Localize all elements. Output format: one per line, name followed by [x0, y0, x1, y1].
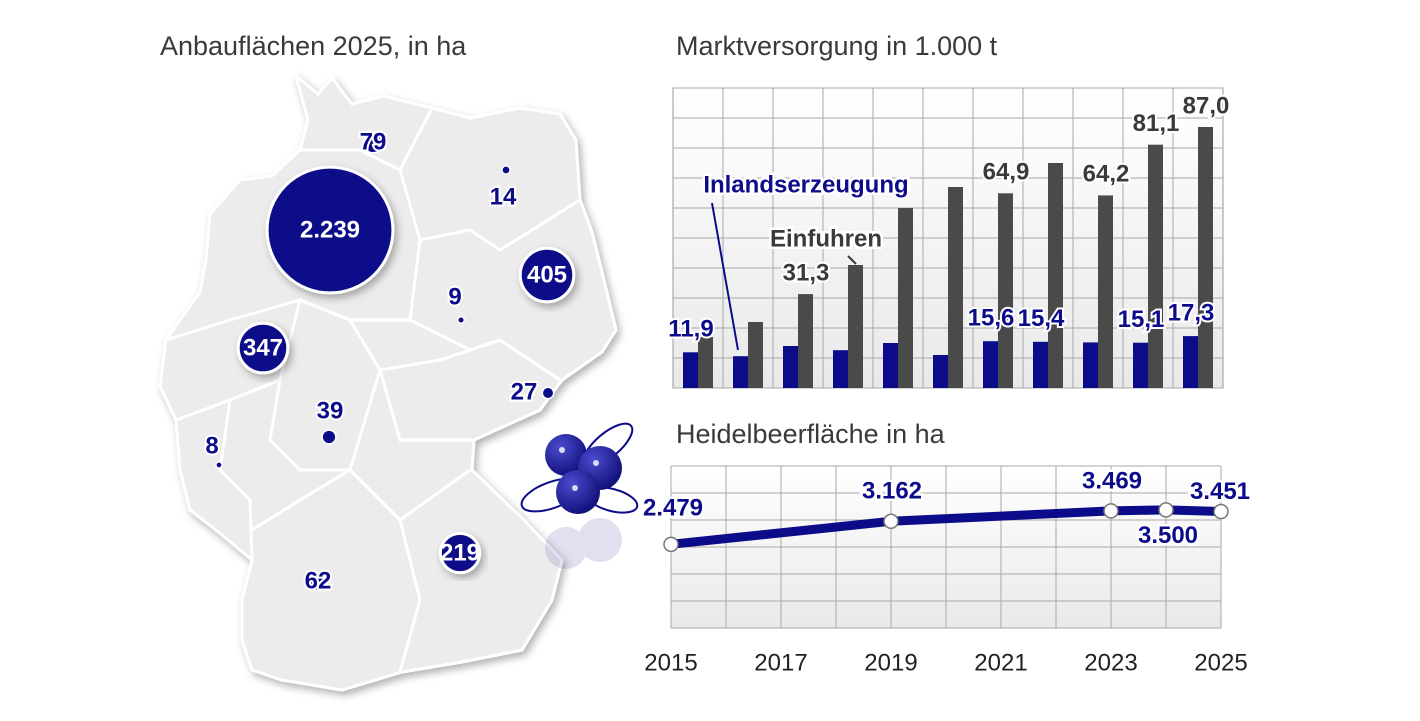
value-label: 81,1 — [1133, 110, 1180, 137]
bubble-label: 219 — [440, 539, 480, 566]
value-label: 3.162 — [862, 478, 922, 505]
marker — [883, 513, 899, 530]
bar — [1033, 341, 1048, 388]
line-title: Heidelbeerfläche in ha — [676, 419, 946, 449]
bar — [1183, 336, 1198, 388]
bubble-label: 405 — [527, 261, 567, 288]
bubble-label: 2.239 — [300, 216, 360, 243]
x-tick-label: 2015 — [644, 649, 697, 676]
bubble-label: 8 — [205, 432, 218, 459]
bar — [798, 294, 813, 388]
bubble-label: 79 — [360, 128, 387, 155]
bar — [998, 193, 1013, 388]
bar — [783, 346, 798, 388]
bubble-label: 62 — [305, 567, 332, 594]
bubble — [215, 461, 223, 469]
value-label: 64,9 — [983, 159, 1030, 186]
value-label: 3.451 — [1190, 478, 1250, 505]
marker — [1103, 503, 1119, 519]
bubble — [456, 315, 466, 325]
x-tick-label: 2017 — [754, 649, 807, 676]
value-label: 3.500 — [1138, 522, 1198, 549]
annotation-leader — [847, 255, 857, 265]
x-tick-label: 2019 — [864, 649, 917, 676]
bar — [848, 265, 863, 388]
bubble — [438, 531, 482, 575]
value-label: 17,3 — [1168, 299, 1215, 326]
bar — [833, 350, 848, 388]
value-label: 15,1 — [1118, 306, 1165, 333]
bar — [983, 341, 998, 388]
x-tick-label: 2021 — [974, 649, 1027, 676]
bar — [1133, 342, 1148, 388]
bar — [698, 337, 713, 388]
bubble — [518, 246, 576, 304]
series-name: Einfuhren — [770, 225, 882, 252]
marker — [663, 536, 679, 553]
bubble-label: 14 — [490, 183, 517, 210]
map-title: Anbauflächen 2025, in ha — [160, 31, 467, 61]
value-label: 3.469 — [1082, 467, 1142, 494]
value-label: 11,9 — [668, 316, 713, 343]
bar — [1083, 342, 1098, 388]
bar — [933, 355, 948, 388]
value-label: 64,2 — [1083, 161, 1130, 188]
value-label: 15,6 — [968, 305, 1015, 332]
blueberry-icon — [520, 422, 639, 569]
bar — [948, 187, 963, 388]
value-label: 31,3 — [783, 259, 830, 286]
annotation-leader — [711, 202, 739, 351]
bubble — [362, 132, 384, 154]
bar — [733, 356, 748, 388]
bar — [1048, 163, 1063, 388]
bubble-label: 39 — [317, 397, 344, 424]
bar — [1198, 127, 1213, 388]
bubble — [265, 165, 395, 295]
bubble-label: 347 — [243, 334, 283, 361]
marker — [1158, 502, 1174, 518]
bubble-label: 9 — [448, 283, 461, 310]
bar — [748, 322, 763, 388]
map-outline — [158, 71, 618, 692]
value-label: 15,4 — [1018, 305, 1065, 332]
x-tick-label: 2023 — [1084, 649, 1137, 676]
bubble — [501, 165, 511, 175]
bar — [683, 352, 698, 388]
bar — [1098, 195, 1113, 388]
value-label: 87,0 — [1183, 92, 1230, 119]
bar — [883, 343, 898, 388]
series-name: Inlandserzeugung — [703, 171, 908, 198]
x-tick-label: 2025 — [1194, 649, 1247, 676]
bubble-label: 27 — [511, 378, 538, 405]
bar — [898, 208, 913, 388]
bubble — [236, 321, 290, 375]
bubble — [541, 386, 555, 400]
bar-title: Marktversorgung in 1.000 t — [676, 31, 998, 61]
value-label: 2.479 — [643, 495, 703, 522]
bar — [1148, 144, 1163, 388]
marker — [1213, 503, 1229, 520]
bubble — [321, 429, 337, 445]
bubble — [308, 572, 328, 592]
